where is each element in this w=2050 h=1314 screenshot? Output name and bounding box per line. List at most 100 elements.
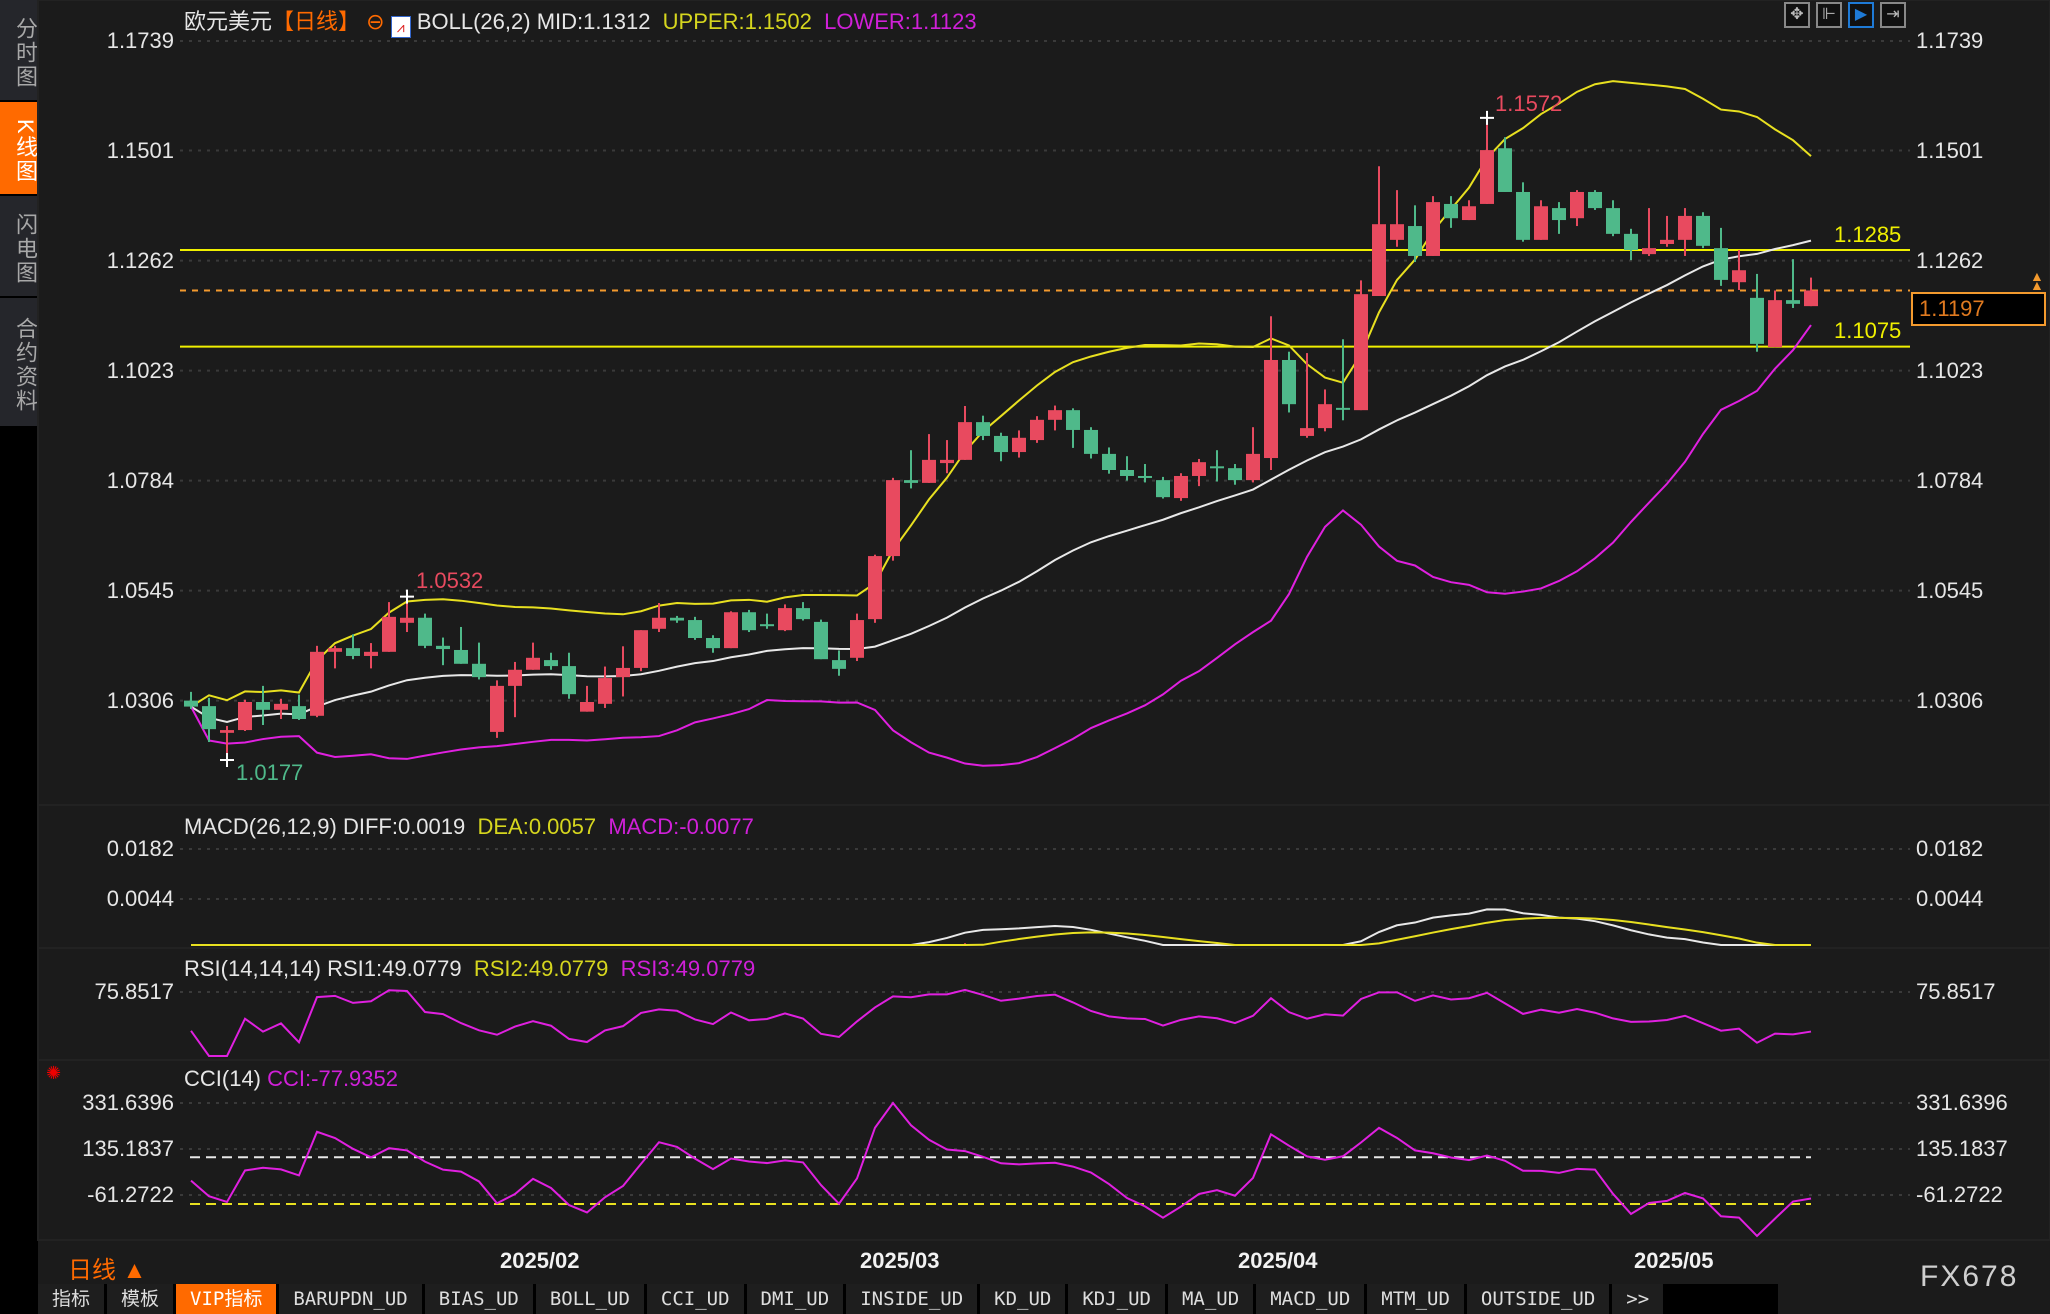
hline-lower-label: 1.1075 [1834,318,1902,343]
boll-mid: MID:1.1312 [536,9,651,34]
candle-body [1696,215,1710,246]
sidebar-item-timeshare[interactable]: 分时图 [0,0,38,100]
price-tick-right: 1.0545 [1916,577,1984,603]
candle-body [256,701,270,710]
candle-body [1192,462,1206,476]
tab-macd-ud[interactable]: MACD_UD [1256,1284,1365,1314]
tab-bias-ud[interactable]: BIAS_UD [424,1284,533,1314]
candle-body [778,608,792,631]
cci-title: CCI(14) [184,1066,262,1091]
tab-dmi-ud[interactable]: DMI_UD [746,1284,844,1314]
date-label-apr: 2025/04 [1238,1248,1318,1273]
tab-mtm-ud[interactable]: MTM_UD [1367,1284,1464,1314]
candle-body [940,459,954,464]
candle-body [1732,270,1746,283]
price-tick-left: 1.0545 [106,577,174,603]
rsi-tick-right: 75.8517 [1916,979,1996,1004]
chart-toolbar: ✥ ⊩ ▶ ⇥ [1784,2,1906,28]
indicator-chart-icon[interactable]: ⩘ [390,16,411,38]
panel-background [37,947,2050,1061]
forward-icon[interactable]: ⇥ [1880,2,1906,28]
candle-body [220,730,234,733]
rsi3-value: RSI3:49.0779 [620,956,756,981]
rsi-tick-left: 75.8517 [94,979,174,1004]
crosshair-icon[interactable]: ✥ [1784,2,1810,28]
candle-body [652,617,666,629]
candle-body [922,459,936,483]
candle-body [328,648,342,652]
candle-body [760,624,774,627]
candle-body [1138,475,1152,478]
price-tick-left: 1.1739 [106,28,174,53]
sidebar-item-flash[interactable]: 闪电图 [0,196,38,296]
sidebar-item-kline[interactable]: K线图 [0,102,38,194]
candle-body [1174,475,1188,499]
rsi-title: RSI(14,14,14) [184,956,321,981]
candle-body [670,617,684,621]
candle-body [742,612,756,631]
cci-tick-right: 135.1837 [1916,1136,2008,1161]
range-icon[interactable]: ⊩ [1816,2,1842,28]
candle-body [346,648,360,656]
settings-circle-icon[interactable]: ⊖ [366,9,385,34]
tab-vip-indicators[interactable]: VIP指标 [176,1284,277,1314]
tab-kdj-ud[interactable]: KDJ_UD [1068,1284,1165,1314]
date-label-may: 2025/05 [1634,1248,1714,1273]
tab-indicators[interactable]: 指标 [38,1284,105,1314]
candle-body [1228,468,1242,481]
tab-outside-ud[interactable]: OUTSIDE_UD [1466,1284,1610,1314]
candle-body [868,556,882,620]
macd-tick-right: 0.0044 [1916,886,1984,911]
high-price-label: 1.1572 [1495,91,1563,116]
candle-body [274,703,288,710]
candle-body [454,649,468,664]
price-tick-left: 1.1023 [106,357,174,383]
tab-more[interactable]: >> [1612,1284,1664,1314]
candle-body [1534,206,1548,240]
candle-body [832,660,846,669]
period-switch[interactable]: 日线 ▲ [68,1257,147,1284]
candle-body [1048,410,1062,420]
play-icon[interactable]: ▶ [1848,2,1874,28]
candle-body [958,422,972,460]
candle-body [310,651,324,716]
candle-body [634,630,648,668]
candle-body [1444,203,1458,219]
tab-barupdn-ud[interactable]: BARUPDN_UD [279,1284,422,1314]
candle-body [1570,191,1584,219]
candle-body [1066,410,1080,430]
macd-tick-left: 0.0044 [106,886,174,911]
tab-ma-ud[interactable]: MA_UD [1167,1284,1254,1314]
cci-tick-right: -61.2722 [1916,1182,2003,1207]
candle-body [562,666,576,695]
tab-boll-ud[interactable]: BOLL_UD [535,1284,644,1314]
candle-body [598,678,612,704]
candle-body [1084,429,1098,454]
candle-body [994,435,1008,453]
boll-upper-line [190,80,1812,708]
sidebar-item-contract-info[interactable]: 合约资料 [0,298,38,426]
double-up-arrow-icon[interactable]: ▲ ▲ [2030,268,2044,293]
candle-body [1120,469,1134,476]
macd-tick-right: 0.0182 [1916,836,1984,861]
date-label-mar: 2025/03 [860,1248,940,1273]
alert-icon[interactable]: ✺ [46,1063,62,1083]
panel-background [37,0,2050,806]
candle-body [976,422,990,436]
tab-inside-ud[interactable]: INSIDE_UD [846,1284,978,1314]
candle-body [292,706,306,720]
extreme-marker [220,752,234,767]
candle-body [706,638,720,649]
candle-body [490,685,504,732]
low-price-label: 1.0177 [236,760,304,785]
candle-body [688,620,702,639]
cci-value: CCI:-77.9352 [267,1066,398,1091]
candle-body [1606,208,1620,234]
candle-body [472,663,486,678]
tab-kd-ud[interactable]: KD_UD [980,1284,1066,1314]
tab-templates[interactable]: 模板 [107,1284,174,1314]
tab-cci-ud[interactable]: CCI_UD [646,1284,744,1314]
period-label[interactable]: 【日线】 [272,9,361,34]
price-tick-left: 1.1262 [106,247,174,273]
